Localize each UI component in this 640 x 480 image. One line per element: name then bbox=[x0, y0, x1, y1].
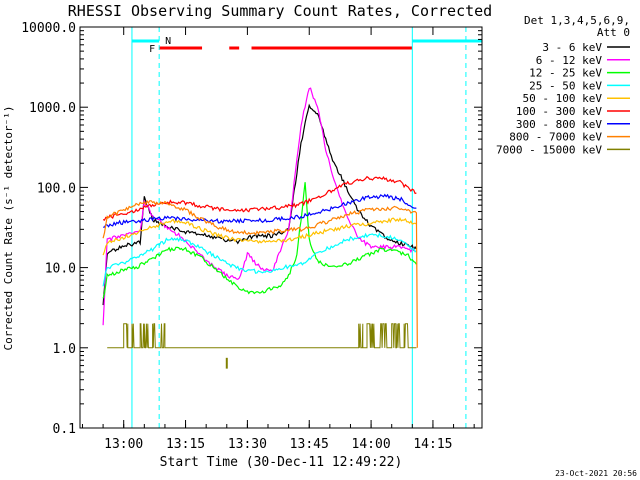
legend-label: 50 - 100 keV bbox=[523, 92, 603, 105]
series-line bbox=[103, 193, 417, 228]
x-tick-label: 13:30 bbox=[228, 437, 267, 452]
series-7 bbox=[103, 193, 417, 228]
series-line bbox=[102, 182, 417, 299]
series-3 bbox=[102, 182, 417, 299]
series-1 bbox=[102, 103, 417, 306]
legend-header: Det 1,3,4,5,6,9, bbox=[524, 14, 630, 27]
series-line bbox=[102, 199, 418, 348]
legend-label: 300 - 800 keV bbox=[516, 118, 602, 131]
legend-label: 12 - 25 keV bbox=[529, 67, 602, 80]
legend-label: 3 - 6 keV bbox=[542, 41, 602, 54]
series-line bbox=[107, 323, 417, 349]
x-tick-label: 14:00 bbox=[352, 437, 391, 452]
y-tick-label: 100.0 bbox=[37, 181, 76, 196]
series-8 bbox=[102, 199, 418, 348]
x-tick-label: 13:00 bbox=[104, 437, 143, 452]
plot-frame bbox=[79, 26, 483, 429]
series-line bbox=[102, 103, 417, 306]
y-tick-label: 1000.0 bbox=[29, 101, 76, 116]
series-4 bbox=[102, 232, 417, 287]
series-6 bbox=[102, 175, 417, 221]
x-axis-label: Start Time (30-Dec-11 12:49:22) bbox=[160, 455, 403, 470]
x-tick-label: 13:45 bbox=[290, 437, 329, 452]
y-tick-label: 10000.0 bbox=[21, 21, 76, 36]
legend-header: Att 0 bbox=[597, 26, 630, 39]
footer-date: 23-Oct-2021 20:56 bbox=[555, 469, 637, 478]
annotation-n: N bbox=[165, 36, 171, 47]
x-tick-label: 14:15 bbox=[413, 437, 452, 452]
series-5 bbox=[102, 217, 417, 256]
legend-label: 25 - 50 keV bbox=[529, 79, 602, 92]
axes: 13:00 13:15 13:30 13:45 14:00 14:15 10000.0 100… bbox=[21, 21, 482, 452]
series-line bbox=[102, 217, 417, 256]
x-tick-label: 13:15 bbox=[166, 437, 205, 452]
series-line bbox=[102, 175, 417, 221]
legend-label: 100 - 300 keV bbox=[516, 105, 602, 118]
series-line bbox=[102, 232, 417, 287]
y-tick-label: 10.0 bbox=[45, 262, 76, 277]
legend-label: 6 - 12 keV bbox=[536, 54, 603, 67]
y-tick-label: 0.1 bbox=[53, 422, 76, 437]
series-9 bbox=[107, 323, 417, 369]
y-axis-label: Corrected Count Rate (s⁻¹ detector⁻¹) bbox=[2, 105, 15, 350]
legend-label: 800 - 7000 keV bbox=[509, 131, 602, 144]
chart-title: RHESSI Observing Summary Count Rates, Co… bbox=[68, 2, 492, 20]
y-tick-label: 1.0 bbox=[53, 342, 76, 357]
legend-label: 7000 - 15000 keV bbox=[496, 143, 602, 156]
plot-area: FN bbox=[102, 27, 482, 428]
annotation-f: F bbox=[149, 44, 155, 55]
